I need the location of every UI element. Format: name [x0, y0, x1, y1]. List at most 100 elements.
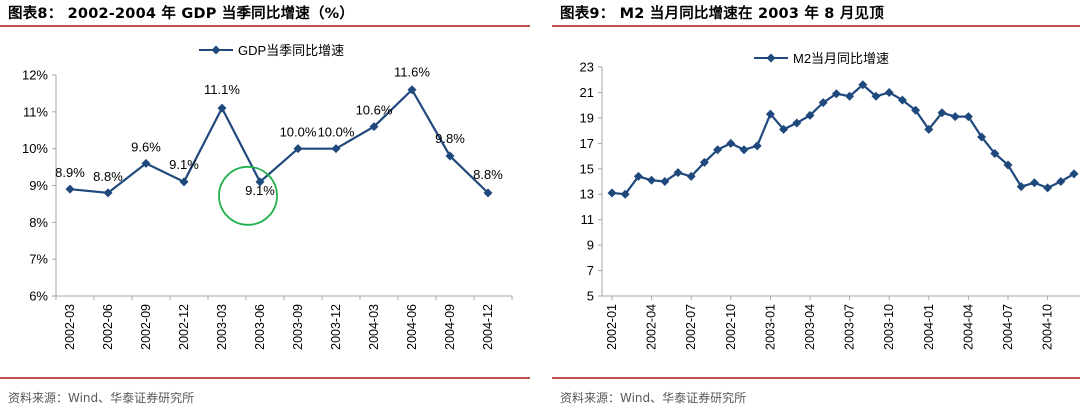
- m2-data-point: [686, 171, 696, 181]
- m2-data-point: [647, 175, 657, 185]
- m2-data-point: [739, 145, 749, 155]
- m2-data-point: [620, 189, 630, 199]
- gdp-data-label: 8.8%: [473, 167, 503, 182]
- x-tick-label: 2002-09: [139, 304, 153, 350]
- m2-data-point: [1043, 183, 1053, 193]
- gdp-data-point: [483, 188, 493, 198]
- m2-data-point: [871, 91, 881, 101]
- title-divider: [552, 25, 1080, 27]
- m2-data-point: [924, 124, 934, 134]
- gdp-data-point: [445, 151, 455, 161]
- x-tick-label: 2003-03: [215, 304, 229, 350]
- legend-marker: [766, 53, 776, 63]
- x-tick-label: 2003-01: [763, 304, 777, 350]
- highlight-circle: [218, 165, 278, 226]
- m2-data-point: [699, 157, 709, 167]
- legend-label: M2当月同比增速: [793, 51, 889, 66]
- gdp-data-point: [255, 177, 265, 187]
- m2-data-point: [1029, 178, 1039, 188]
- gdp-data-label: 10.6%: [356, 103, 393, 118]
- gdp-data-label: 11.1%: [204, 82, 240, 97]
- m2-data-point: [779, 124, 789, 134]
- x-tick-label: 2004-10: [1041, 304, 1055, 350]
- gdp-data-point: [217, 103, 227, 113]
- x-tick-label: 2004-04: [961, 304, 975, 350]
- x-tick-label: 2002-04: [645, 304, 659, 350]
- x-tick-label: 2004-01: [922, 304, 936, 350]
- y-tick-label: 12%: [22, 68, 48, 83]
- source-divider: [0, 377, 530, 379]
- gdp-series-line: [69, 87, 489, 195]
- m2-data-point: [937, 108, 947, 118]
- m2-data-point: [990, 149, 1000, 159]
- m2-series-line: [611, 83, 1075, 196]
- x-tick-label: 2004-06: [405, 304, 419, 350]
- m2-data-point: [884, 87, 894, 97]
- x-tick-label: 2002-03: [63, 304, 77, 350]
- gdp-data-point: [65, 184, 75, 194]
- gdp-data-label: 9.1%: [245, 183, 275, 198]
- m2-data-point: [607, 188, 617, 198]
- y-tick-label: 7: [587, 263, 594, 278]
- y-tick-label: 23: [580, 60, 594, 75]
- x-tick-label: 2003-06: [253, 304, 267, 350]
- m2-data-point: [950, 112, 960, 122]
- x-tick-label: 2003-12: [329, 304, 343, 350]
- m2-data-point: [805, 110, 815, 120]
- gdp-data-label: 9.8%: [435, 131, 465, 146]
- y-tick-label: 11%: [23, 104, 48, 119]
- title-divider: [0, 25, 530, 27]
- x-tick-label: 2003-07: [843, 304, 857, 350]
- m2-data-point: [713, 145, 723, 155]
- gdp-data-label: 9.6%: [131, 139, 161, 154]
- y-tick-label: 10%: [22, 141, 48, 156]
- m2-data-point: [963, 112, 973, 122]
- x-tick-label: 2002-07: [684, 304, 698, 350]
- y-tick-label: 19: [580, 110, 594, 125]
- y-tick-label: 21: [580, 85, 594, 100]
- m2-data-point: [726, 138, 736, 148]
- gdp-data-point: [407, 85, 417, 95]
- x-tick-label: 2003-10: [882, 304, 896, 350]
- gdp-data-point: [331, 144, 341, 154]
- y-tick-label: 5: [587, 289, 594, 304]
- x-tick-label: 2003-09: [291, 304, 305, 350]
- legend-marker: [211, 45, 221, 55]
- m2-data-point: [845, 91, 855, 101]
- m2-data-point: [831, 89, 841, 99]
- m2-data-point: [977, 132, 987, 142]
- y-tick-label: 9%: [29, 178, 48, 193]
- m2-data-point: [1003, 160, 1013, 170]
- y-tick-label: 17: [580, 136, 594, 151]
- gdp-data-label: 10.0%: [318, 125, 355, 140]
- m2-data-point: [1069, 169, 1079, 179]
- x-tick-label: 2004-03: [367, 304, 381, 350]
- gdp-data-point: [369, 122, 379, 132]
- m2-data-point: [897, 95, 907, 105]
- gdp-data-label: 9.1%: [169, 157, 199, 172]
- legend-label: GDP当季同比增速: [238, 43, 344, 58]
- m2-data-point: [765, 109, 775, 119]
- m2-data-point: [673, 168, 683, 178]
- x-tick-label: 2003-04: [803, 304, 817, 350]
- x-tick-label: 2002-10: [724, 304, 738, 350]
- x-tick-label: 2004-12: [481, 304, 495, 350]
- y-tick-label: 8%: [29, 215, 48, 230]
- m2-line-chart: 5 7 9 11 13 15 17 19 21 23 2002-01 2002-04 2002-07 20…: [580, 51, 1080, 350]
- y-tick-label: 13: [580, 187, 594, 202]
- m2-chart-source: 资料来源：Wind、华泰证券研究所: [560, 391, 747, 405]
- gdp-data-label: 8.9%: [55, 165, 85, 180]
- y-tick-label: 15: [580, 161, 594, 176]
- m2-data-point: [818, 98, 828, 108]
- m2-data-point: [633, 171, 643, 181]
- gdp-data-point: [179, 177, 189, 187]
- x-tick-label: 2002-01: [605, 304, 619, 350]
- source-divider: [552, 377, 1080, 379]
- x-tick-label: 2002-06: [101, 304, 115, 350]
- gdp-data-point: [141, 158, 151, 168]
- y-tick-label: 6%: [29, 289, 48, 304]
- y-tick-label: 11: [581, 212, 595, 227]
- gdp-chart-source: 资料来源：Wind、华泰证券研究所: [8, 391, 195, 405]
- m2-data-point: [792, 118, 802, 128]
- m2-chart-title: 图表9： M2 当月同比增速在 2003 年 8 月见顶: [560, 6, 884, 22]
